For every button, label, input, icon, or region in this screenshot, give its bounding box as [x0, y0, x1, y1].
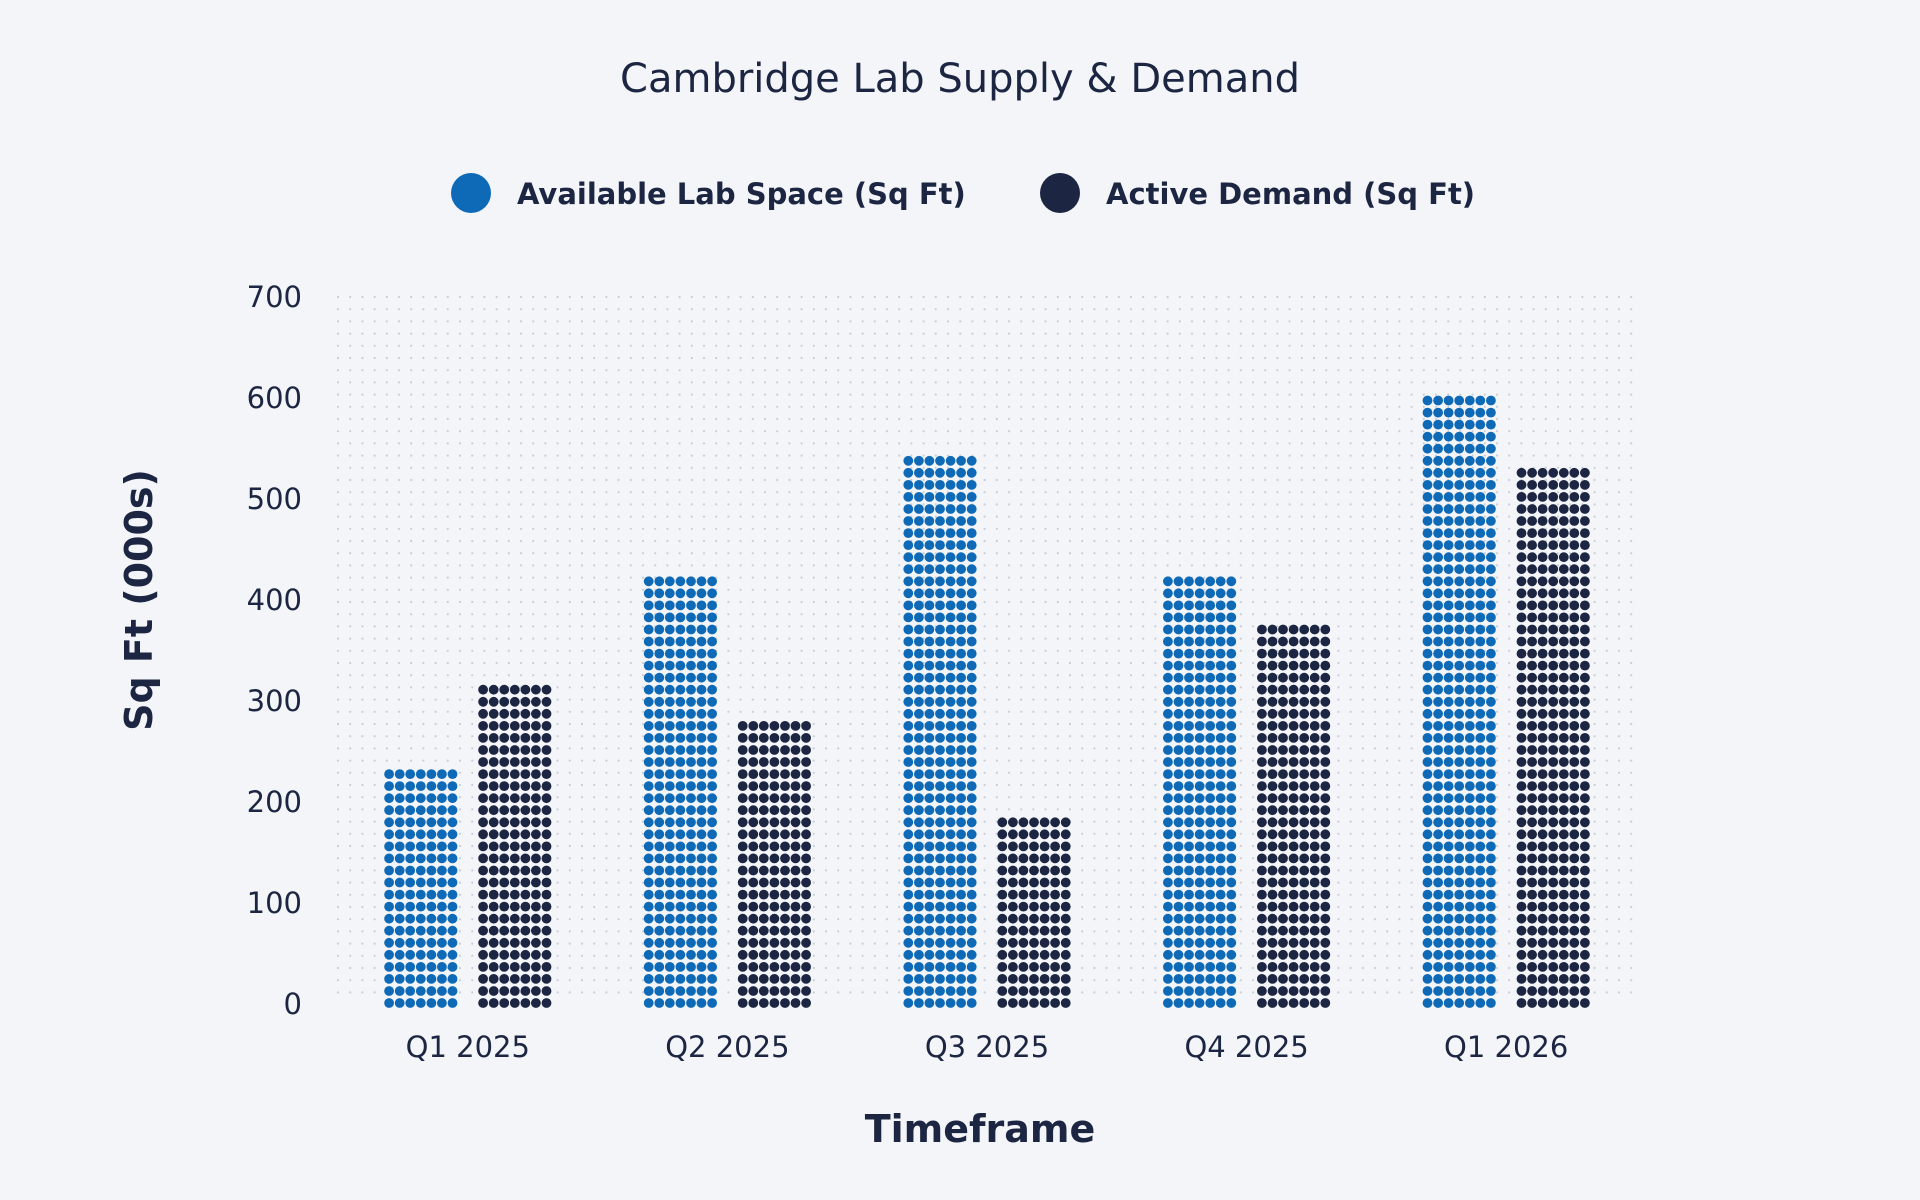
- bar-demand-q1-2025[interactable]: Active Demand (Sq Ft) — Q1 2025: 318: [478, 684, 552, 1008]
- x-axis-tick-labels: Q1 2025 Q2 2025 Q3 2025 Q4 2025 Q1 2026: [406, 1030, 1569, 1064]
- chart-title: Cambridge Lab Supply & Demand: [620, 56, 1300, 102]
- y-tick-label: 0: [284, 987, 302, 1021]
- legend-swatch-demand: [1040, 173, 1080, 213]
- plot-grid-dots: [336, 295, 1633, 994]
- legend-label-demand: Active Demand (Sq Ft): [1106, 177, 1475, 211]
- legend-item-available[interactable]: Available Lab Space (Sq Ft): [451, 173, 966, 213]
- bar-demand-q2-2025[interactable]: Active Demand (Sq Ft) — Q2 2025: 287: [737, 721, 811, 1008]
- y-tick-label: 700: [247, 280, 302, 314]
- bar-demand-q1-2026[interactable]: Active Demand (Sq Ft) — Q1 2026: 535: [1516, 467, 1590, 1008]
- legend-swatch-available: [451, 173, 491, 213]
- bar-available-q1-2025[interactable]: Available Lab Space (Sq Ft) — Q1 2025: 2…: [384, 769, 458, 1008]
- x-tick-label: Q3 2025: [925, 1030, 1049, 1064]
- bar-available-q3-2025[interactable]: Available Lab Space (Sq Ft) — Q3 2025: 5…: [903, 455, 977, 1008]
- y-tick-label: 500: [247, 482, 302, 516]
- y-tick-label: 600: [247, 381, 302, 415]
- bar-demand-q3-2025[interactable]: Active Demand (Sq Ft) — Q3 2025: 195: [997, 817, 1071, 1008]
- y-tick-label: 300: [247, 684, 302, 718]
- x-tick-label: Q1 2026: [1444, 1030, 1568, 1064]
- bar-available-q2-2025[interactable]: Available Lab Space (Sq Ft) — Q2 2025: 4…: [643, 576, 717, 1008]
- y-tick-label: 200: [247, 785, 302, 819]
- legend: Available Lab Space (Sq Ft) Active Deman…: [451, 173, 1475, 213]
- y-axis-tick-labels: 0 100 200 300 400 500 600 700: [247, 280, 302, 1021]
- bar-available-q4-2025[interactable]: Available Lab Space (Sq Ft) — Q4 2025: 4…: [1163, 576, 1237, 1008]
- bar-demand-q4-2025[interactable]: Active Demand (Sq Ft) — Q4 2025: 380: [1257, 624, 1331, 1008]
- x-tick-label: Q1 2025: [406, 1030, 530, 1064]
- legend-label-available: Available Lab Space (Sq Ft): [517, 177, 966, 211]
- bar-available-q1-2026[interactable]: Available Lab Space (Sq Ft) — Q1 2026: 6…: [1422, 395, 1496, 1008]
- y-axis-title: Sq Ft (000s): [117, 469, 161, 731]
- legend-item-demand[interactable]: Active Demand (Sq Ft): [1040, 173, 1475, 213]
- bar-series: Available Lab Space (Sq Ft) — Q1 2025: 2…: [384, 395, 1590, 1008]
- y-tick-label: 100: [247, 886, 302, 920]
- x-axis-title: Timeframe: [865, 1107, 1096, 1151]
- x-tick-label: Q4 2025: [1184, 1030, 1308, 1064]
- x-tick-label: Q2 2025: [665, 1030, 789, 1064]
- y-tick-label: 400: [247, 583, 302, 617]
